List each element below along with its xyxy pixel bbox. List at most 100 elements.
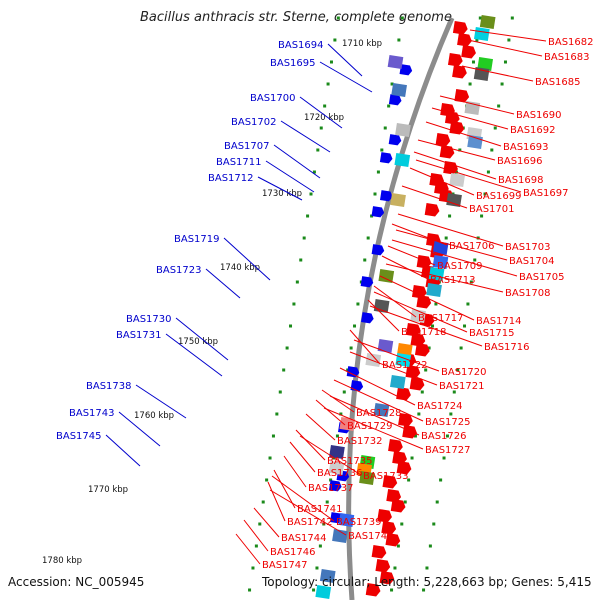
feature-arrow-shape [449,120,465,135]
feature-arrow [414,342,430,357]
track-tick [366,236,370,240]
gene-label-right: BAS1713 [430,275,476,286]
feature-arrow-shape [388,438,403,453]
gene-label-right: BAS1714 [476,316,522,327]
track-tick [339,412,343,416]
leader-line [431,107,509,130]
track-tick [471,60,475,64]
feature-arrow-shape [379,570,395,585]
gene-label-right: BAS1705 [519,272,565,283]
feature-arrow-shape [328,480,342,492]
leader-line [289,441,316,473]
feature-box-shape [446,192,462,208]
feature-box [477,56,494,72]
feature-arrow [388,438,403,453]
gene-label-left: BAS1738 [86,381,132,392]
feature-arrow-shape [371,244,385,256]
gene-label-left: BAS1700 [250,93,296,104]
gene-label-left: BAS1745 [56,431,102,442]
leader-line [235,533,261,565]
feature-box [394,152,411,168]
feature-arrow-shape [371,206,385,218]
track-tick [299,258,303,262]
track-tick [248,588,252,592]
track-tick [309,192,313,196]
leader-line [415,159,522,193]
track-tick [254,544,258,548]
track-tick [503,60,507,64]
track-tick [424,368,428,372]
feature-box-shape [373,298,390,314]
feature-box-shape [395,122,411,138]
gene-label-right: BAS1747 [262,560,308,571]
track-tick [397,38,401,42]
feature-arrow [360,276,374,288]
leader-line [273,469,296,509]
feature-arrow [396,460,412,475]
track-tick [373,192,377,196]
feature-arrow-shape [375,558,391,573]
feature-box [315,584,332,600]
leader-line [323,407,424,450]
feature-arrow-shape [386,488,402,503]
feature-box-shape [432,254,449,270]
leader-line [299,435,362,476]
feature-box-shape [467,134,483,150]
gene-label-right: BAS1720 [441,367,487,378]
feature-box [373,298,390,314]
gene-label-right: BAS1708 [505,288,551,299]
feature-box-shape [477,56,494,72]
feature-arrow-shape [385,532,401,547]
track-tick [432,522,436,526]
leader-line [397,213,504,247]
gene-label-right: BAS1735 [327,456,373,467]
track-tick [289,324,293,328]
map-title: Bacillus anthracis str. Sterne, complete… [140,10,452,25]
track-tick [312,588,316,592]
feature-arrow [396,386,411,401]
feature-arrow-shape [439,144,455,159]
gene-label-right: BAS1725 [425,417,471,428]
feature-box [365,352,382,368]
feature-box-shape [479,14,496,30]
feature-arrow-shape [399,64,413,76]
gene-label-right: BAS1704 [509,256,555,267]
feature-arrow [447,52,463,67]
feature-arrow-shape [398,412,413,427]
feature-arrow [399,64,413,76]
feature-arrow [346,366,360,378]
feature-box [332,528,348,544]
accession-label: Accession: NC_005945 [8,575,145,589]
gene-label-right: BAS1685 [535,77,581,88]
gene-label-right: BAS1683 [544,52,590,63]
gene-label-right: BAS1733 [363,471,409,482]
track-tick [400,522,404,526]
feature-arrow-shape [405,364,421,379]
track-tick [271,434,275,438]
leader-line [387,245,436,266]
leader-line [305,413,336,441]
feature-arrow [398,412,413,427]
feature-arrow-shape [406,322,421,337]
leader-line [349,329,381,365]
feature-arrow [379,190,393,202]
gene-label-right: BAS1744 [281,533,327,544]
kbp-tick-label: 1720 kbp [304,113,344,123]
feature-arrow-shape [411,284,427,299]
gene-label-left: BAS1712 [208,173,254,184]
gene-label-left: BAS1711 [216,157,262,168]
track-tick [396,544,400,548]
track-tick [393,566,397,570]
track-tick [420,390,424,394]
feature-arrow-shape [452,64,467,79]
track-tick [410,456,414,460]
track-tick [463,324,467,328]
leader-line [353,339,440,372]
feature-box [328,460,345,476]
feature-arrow [452,20,468,35]
track-tick [278,390,282,394]
feature-arrow [386,488,402,503]
leader-line [395,229,508,261]
feature-arrow [385,532,401,547]
